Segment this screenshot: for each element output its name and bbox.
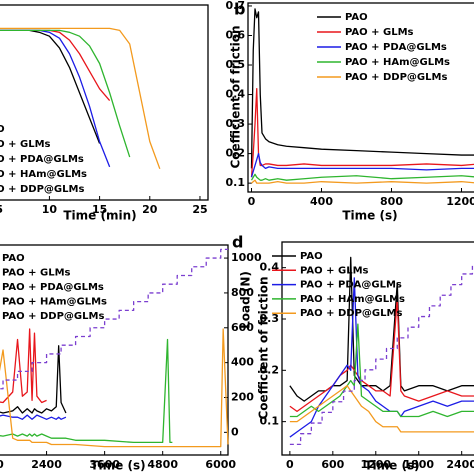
- y-tick-label: 0.6: [226, 28, 246, 41]
- series-line: [0, 29, 101, 144]
- x-tick-label: 0: [286, 458, 294, 471]
- legend-label: PAO + DDP@GLMs: [345, 72, 447, 83]
- series-line: [250, 173, 474, 181]
- y-tick-label: 0.4: [226, 88, 246, 101]
- y-tick-label: 0.3: [260, 312, 280, 325]
- x-tick-label: 3600: [89, 458, 120, 471]
- series-line: [250, 8, 474, 169]
- series-line: [0, 345, 67, 414]
- legend-label: PAO + DDP@GLMs: [300, 308, 402, 319]
- legend-label: PAO: [300, 251, 323, 262]
- legend-label: PAO + HAm@GLMs: [345, 57, 450, 68]
- y2-tick-label: 800: [231, 286, 254, 299]
- x-tick-label: 1800: [403, 458, 434, 471]
- legend-label: PAO: [0, 124, 5, 135]
- y2-axis-label: Load (N): [239, 271, 253, 329]
- panel-letter: d: [232, 233, 243, 252]
- y2-tick-label: 1000: [231, 251, 262, 264]
- plot-frame: [0, 4, 209, 201]
- legend-label: PAO + GLMs: [0, 139, 51, 150]
- x-tick-label: 15: [92, 203, 107, 216]
- y-tick-label: 0.1: [226, 176, 246, 189]
- x-axis-label: Time (min): [63, 209, 136, 223]
- legend-label: PAO + GLMs: [300, 265, 369, 276]
- series-line: [0, 338, 173, 444]
- y-tick-label: 0.1: [260, 415, 280, 428]
- y-axis-label: Coefficient of friction: [257, 276, 271, 419]
- plot-frame: [281, 241, 474, 456]
- legend-label: PAO + DDP@GLMs: [2, 311, 104, 322]
- x-tick-label: 25: [192, 203, 207, 216]
- series-line: [0, 29, 111, 168]
- x-axis-label: Time (s): [90, 459, 145, 473]
- series-line: [250, 87, 474, 178]
- y2-tick-label: 200: [231, 390, 254, 403]
- x-tick-label: 2400: [31, 458, 62, 471]
- legend-label: PAO: [2, 253, 25, 264]
- legend-label: PAO + PDA@GLMs: [345, 42, 447, 53]
- y-axis-label: Coefficient of friction: [229, 25, 243, 168]
- legend-label: PAO + DDP@GLMs: [0, 184, 84, 195]
- x-axis-label: Time (s): [342, 209, 397, 223]
- x-tick-label: 400: [310, 195, 333, 208]
- series-line: [0, 328, 229, 448]
- series-line: [0, 29, 131, 158]
- legend-label: PAO + PDA@GLMs: [0, 154, 84, 165]
- panel-letter: b: [234, 0, 245, 19]
- series-line: [289, 263, 474, 445]
- series-line: [0, 27, 161, 170]
- series-line: [0, 29, 111, 101]
- legend-label: PAO: [345, 12, 368, 23]
- series-line: [0, 248, 228, 390]
- legend-label: PAO + HAm@GLMs: [0, 169, 87, 180]
- y-tick-label: 0.3: [226, 117, 246, 130]
- x-axis-label: Time (s): [364, 459, 419, 473]
- series-line: [0, 414, 67, 420]
- x-tick-label: 1200: [360, 458, 391, 471]
- plot-frame: [0, 244, 229, 456]
- x-tick-label: 20: [142, 203, 158, 216]
- y-tick-label: 0.5: [226, 58, 246, 71]
- series-line: [289, 385, 474, 433]
- y-tick-label: 0.2: [260, 363, 280, 376]
- x-tick-label: 0: [248, 195, 256, 208]
- legend-label: PAO + PDA@GLMs: [300, 280, 402, 291]
- x-tick-label: 1200: [446, 195, 474, 208]
- y-tick-label: 0.4: [260, 261, 280, 274]
- x-tick-label: 6000: [205, 458, 236, 471]
- y2-tick-label: 0: [231, 425, 239, 438]
- series-line: [250, 152, 474, 178]
- x-tick-label: 5: [0, 203, 3, 216]
- x-tick-label: 10: [42, 203, 58, 216]
- y-tick-label: 0.7: [226, 0, 246, 12]
- series-line: [0, 328, 47, 404]
- x-tick-label: 2400: [446, 458, 474, 471]
- legend-label: PAO + GLMs: [2, 268, 71, 279]
- x-tick-label: 4800: [147, 458, 178, 471]
- x-tick-label: 600: [321, 458, 344, 471]
- x-tick-label: 800: [380, 195, 403, 208]
- x-tick-label: 1200: [0, 458, 4, 471]
- y2-tick-label: 400: [231, 356, 254, 369]
- legend-label: PAO + HAm@GLMs: [2, 297, 107, 308]
- plot-frame: [247, 2, 474, 193]
- y-tick-label: 0.2: [226, 147, 246, 160]
- y2-tick-label: 600: [231, 321, 254, 334]
- legend-label: PAO + PDA@GLMs: [2, 282, 104, 293]
- legend-label: PAO + HAm@GLMs: [300, 294, 405, 305]
- legend-label: PAO + GLMs: [345, 27, 414, 38]
- series-line: [289, 323, 474, 418]
- series-line: [251, 179, 474, 184]
